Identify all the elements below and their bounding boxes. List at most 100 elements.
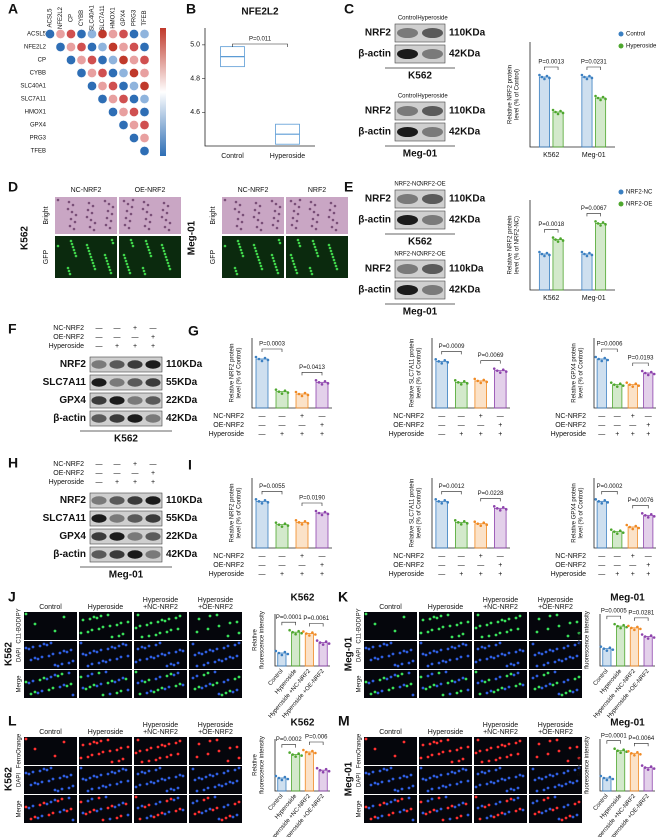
- condition-sign: —: [150, 325, 157, 332]
- cell: [235, 688, 239, 692]
- cell: [110, 679, 114, 683]
- cell: [380, 780, 384, 784]
- cell: [160, 618, 164, 622]
- corr-pie: [45, 29, 55, 39]
- cell: [220, 659, 224, 663]
- bar: [435, 500, 448, 549]
- blot-band: [145, 414, 161, 423]
- cell: [382, 767, 386, 771]
- micrograph: [24, 612, 77, 640]
- cell: [161, 208, 165, 212]
- dot: [628, 383, 632, 386]
- cell: [507, 810, 511, 814]
- cell: [455, 782, 459, 786]
- cell: [405, 775, 409, 779]
- cell: [564, 657, 568, 661]
- col-label: ACSL5: [48, 8, 54, 28]
- cell: [90, 211, 94, 215]
- blot-band: [397, 126, 418, 138]
- dot: [274, 521, 278, 524]
- dot: [618, 529, 622, 532]
- cell: [424, 812, 428, 816]
- cell: [293, 202, 297, 206]
- dot: [479, 524, 483, 528]
- micrograph: [134, 641, 187, 669]
- cell: [444, 660, 448, 664]
- cell: [457, 644, 461, 648]
- cell: [446, 681, 450, 685]
- dot: [321, 770, 325, 774]
- cell: [448, 749, 452, 753]
- cell: [165, 258, 169, 262]
- cell: [237, 631, 241, 635]
- cell: [310, 224, 314, 228]
- condition-sign: —: [598, 571, 605, 578]
- cell: [237, 242, 241, 246]
- cell: [154, 633, 158, 637]
- cell: [253, 246, 257, 250]
- cell: [533, 687, 537, 691]
- dot: [485, 523, 489, 527]
- row-label: SLC40A1: [20, 84, 46, 90]
- cell: [220, 784, 224, 788]
- cell: [466, 688, 470, 692]
- condition-sign: —: [497, 413, 504, 420]
- cell: [145, 210, 149, 214]
- corr-pie: [118, 120, 129, 130]
- cell: [426, 630, 430, 634]
- cell: [140, 804, 144, 808]
- dot: [283, 522, 287, 525]
- cell: [424, 778, 428, 782]
- cell: [24, 771, 28, 775]
- dot: [599, 645, 603, 648]
- cell: [86, 755, 90, 759]
- cell: [455, 816, 459, 820]
- cell: [575, 745, 579, 749]
- cell: [88, 776, 92, 780]
- cell: [119, 780, 123, 784]
- dot: [649, 765, 653, 768]
- cell: [485, 691, 489, 695]
- cell: [332, 211, 336, 215]
- cell: [208, 648, 212, 652]
- micrograph: [79, 612, 132, 640]
- blot-strip: [89, 546, 163, 563]
- cell: [489, 814, 493, 818]
- cell: [256, 255, 260, 259]
- condition-sign: —: [132, 470, 139, 477]
- cell: [224, 782, 228, 786]
- cell: [509, 628, 513, 632]
- cell: [509, 797, 513, 801]
- cell: [252, 243, 256, 247]
- corr-pie: [108, 81, 118, 91]
- cell: [134, 670, 138, 674]
- cell: [562, 805, 566, 809]
- protein-label: SLC7A11: [43, 513, 87, 524]
- row-label: TFEB: [31, 149, 46, 155]
- column-label: +OE-NRF2: [198, 729, 233, 736]
- cell: [145, 623, 149, 627]
- micrograph: [24, 795, 77, 823]
- cell: [428, 810, 432, 814]
- cell: [140, 760, 144, 764]
- cell: [293, 265, 297, 269]
- cell: [165, 799, 169, 803]
- cell: [432, 683, 436, 687]
- cell: [152, 781, 156, 785]
- cell: [487, 803, 491, 807]
- cell: [485, 782, 489, 786]
- blot-band: [397, 27, 418, 39]
- cell: [400, 787, 404, 791]
- size-label: 42KDa: [449, 127, 481, 138]
- cell: [464, 768, 468, 772]
- condition-sign: +: [459, 431, 463, 438]
- chart-title: K562: [291, 718, 315, 729]
- cell: [461, 642, 465, 646]
- cell: [208, 773, 212, 777]
- cell: [167, 651, 171, 655]
- row-label: C11-BODIPY: [357, 608, 363, 643]
- dot: [643, 766, 647, 769]
- cell: [328, 208, 332, 212]
- cell: [373, 622, 377, 626]
- dot: [646, 768, 650, 771]
